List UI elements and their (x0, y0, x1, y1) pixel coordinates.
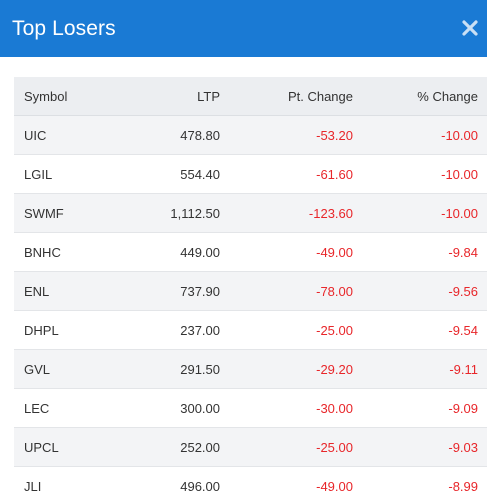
cell-pct-change: -10.00 (353, 115, 487, 155)
modal-title: Top Losers (12, 16, 116, 40)
cell-pt-change: -30.00 (220, 388, 353, 428)
table-row[interactable]: GVL 291.50 -29.20 -9.11 (14, 349, 487, 389)
modal-header: Top Losers (0, 0, 487, 57)
losers-table-container: Symbol LTP Pt. Change % Change UIC 478.80… (14, 77, 487, 499)
cell-pct-change: -9.09 (353, 388, 487, 428)
cell-ltp: 554.40 (124, 154, 220, 194)
cell-symbol[interactable]: DHPL (14, 310, 124, 350)
table-row[interactable]: SWMF 1,112.50 -123.60 -10.00 (14, 193, 487, 233)
table-row[interactable]: LGIL 554.40 -61.60 -10.00 (14, 154, 487, 194)
column-header-ltp[interactable]: LTP (124, 77, 220, 116)
cell-ltp: 449.00 (124, 232, 220, 272)
cell-pct-change: -9.56 (353, 271, 487, 311)
cell-pt-change: -78.00 (220, 271, 353, 311)
table-row[interactable]: JLI 496.00 -49.00 -8.99 (14, 466, 487, 499)
column-header-pt-change[interactable]: Pt. Change (220, 77, 353, 116)
cell-pct-change: -8.99 (353, 466, 487, 499)
cell-symbol[interactable]: ENL (14, 271, 124, 311)
cell-ltp: 300.00 (124, 388, 220, 428)
cell-pt-change: -29.20 (220, 349, 353, 389)
table-row[interactable]: DHPL 237.00 -25.00 -9.54 (14, 310, 487, 350)
cell-symbol[interactable]: LGIL (14, 154, 124, 194)
losers-table: Symbol LTP Pt. Change % Change UIC 478.80… (14, 77, 487, 499)
table-row[interactable]: UPCL 252.00 -25.00 -9.03 (14, 427, 487, 467)
cell-symbol[interactable]: BNHC (14, 232, 124, 272)
cell-symbol[interactable]: UPCL (14, 427, 124, 467)
cell-symbol[interactable]: LEC (14, 388, 124, 428)
cell-symbol[interactable]: UIC (14, 115, 124, 155)
cell-symbol[interactable]: SWMF (14, 193, 124, 233)
table-header-row: Symbol LTP Pt. Change % Change (14, 77, 487, 116)
cell-symbol[interactable]: GVL (14, 349, 124, 389)
cell-pt-change: -49.00 (220, 232, 353, 272)
cell-ltp: 496.00 (124, 466, 220, 499)
table-row[interactable]: LEC 300.00 -30.00 -9.09 (14, 388, 487, 428)
table-row[interactable]: BNHC 449.00 -49.00 -9.84 (14, 232, 487, 272)
cell-pt-change: -25.00 (220, 310, 353, 350)
cell-ltp: 478.80 (124, 115, 220, 155)
close-icon[interactable] (461, 19, 479, 37)
column-header-symbol[interactable]: Symbol (14, 77, 124, 116)
cell-ltp: 737.90 (124, 271, 220, 311)
cell-pct-change: -10.00 (353, 193, 487, 233)
cell-pct-change: -9.84 (353, 232, 487, 272)
table-row[interactable]: UIC 478.80 -53.20 -10.00 (14, 115, 487, 155)
cell-pct-change: -10.00 (353, 154, 487, 194)
cell-pct-change: -9.54 (353, 310, 487, 350)
cell-ltp: 252.00 (124, 427, 220, 467)
cell-pt-change: -49.00 (220, 466, 353, 499)
cell-pt-change: -123.60 (220, 193, 353, 233)
table-row[interactable]: ENL 737.90 -78.00 -9.56 (14, 271, 487, 311)
cell-pct-change: -9.03 (353, 427, 487, 467)
cell-pt-change: -53.20 (220, 115, 353, 155)
cell-pct-change: -9.11 (353, 349, 487, 389)
column-header-pct-change[interactable]: % Change (353, 77, 487, 116)
cell-ltp: 237.00 (124, 310, 220, 350)
cell-pt-change: -25.00 (220, 427, 353, 467)
cell-symbol[interactable]: JLI (14, 466, 124, 499)
cell-ltp: 1,112.50 (124, 193, 220, 233)
cell-ltp: 291.50 (124, 349, 220, 389)
cell-pt-change: -61.60 (220, 154, 353, 194)
